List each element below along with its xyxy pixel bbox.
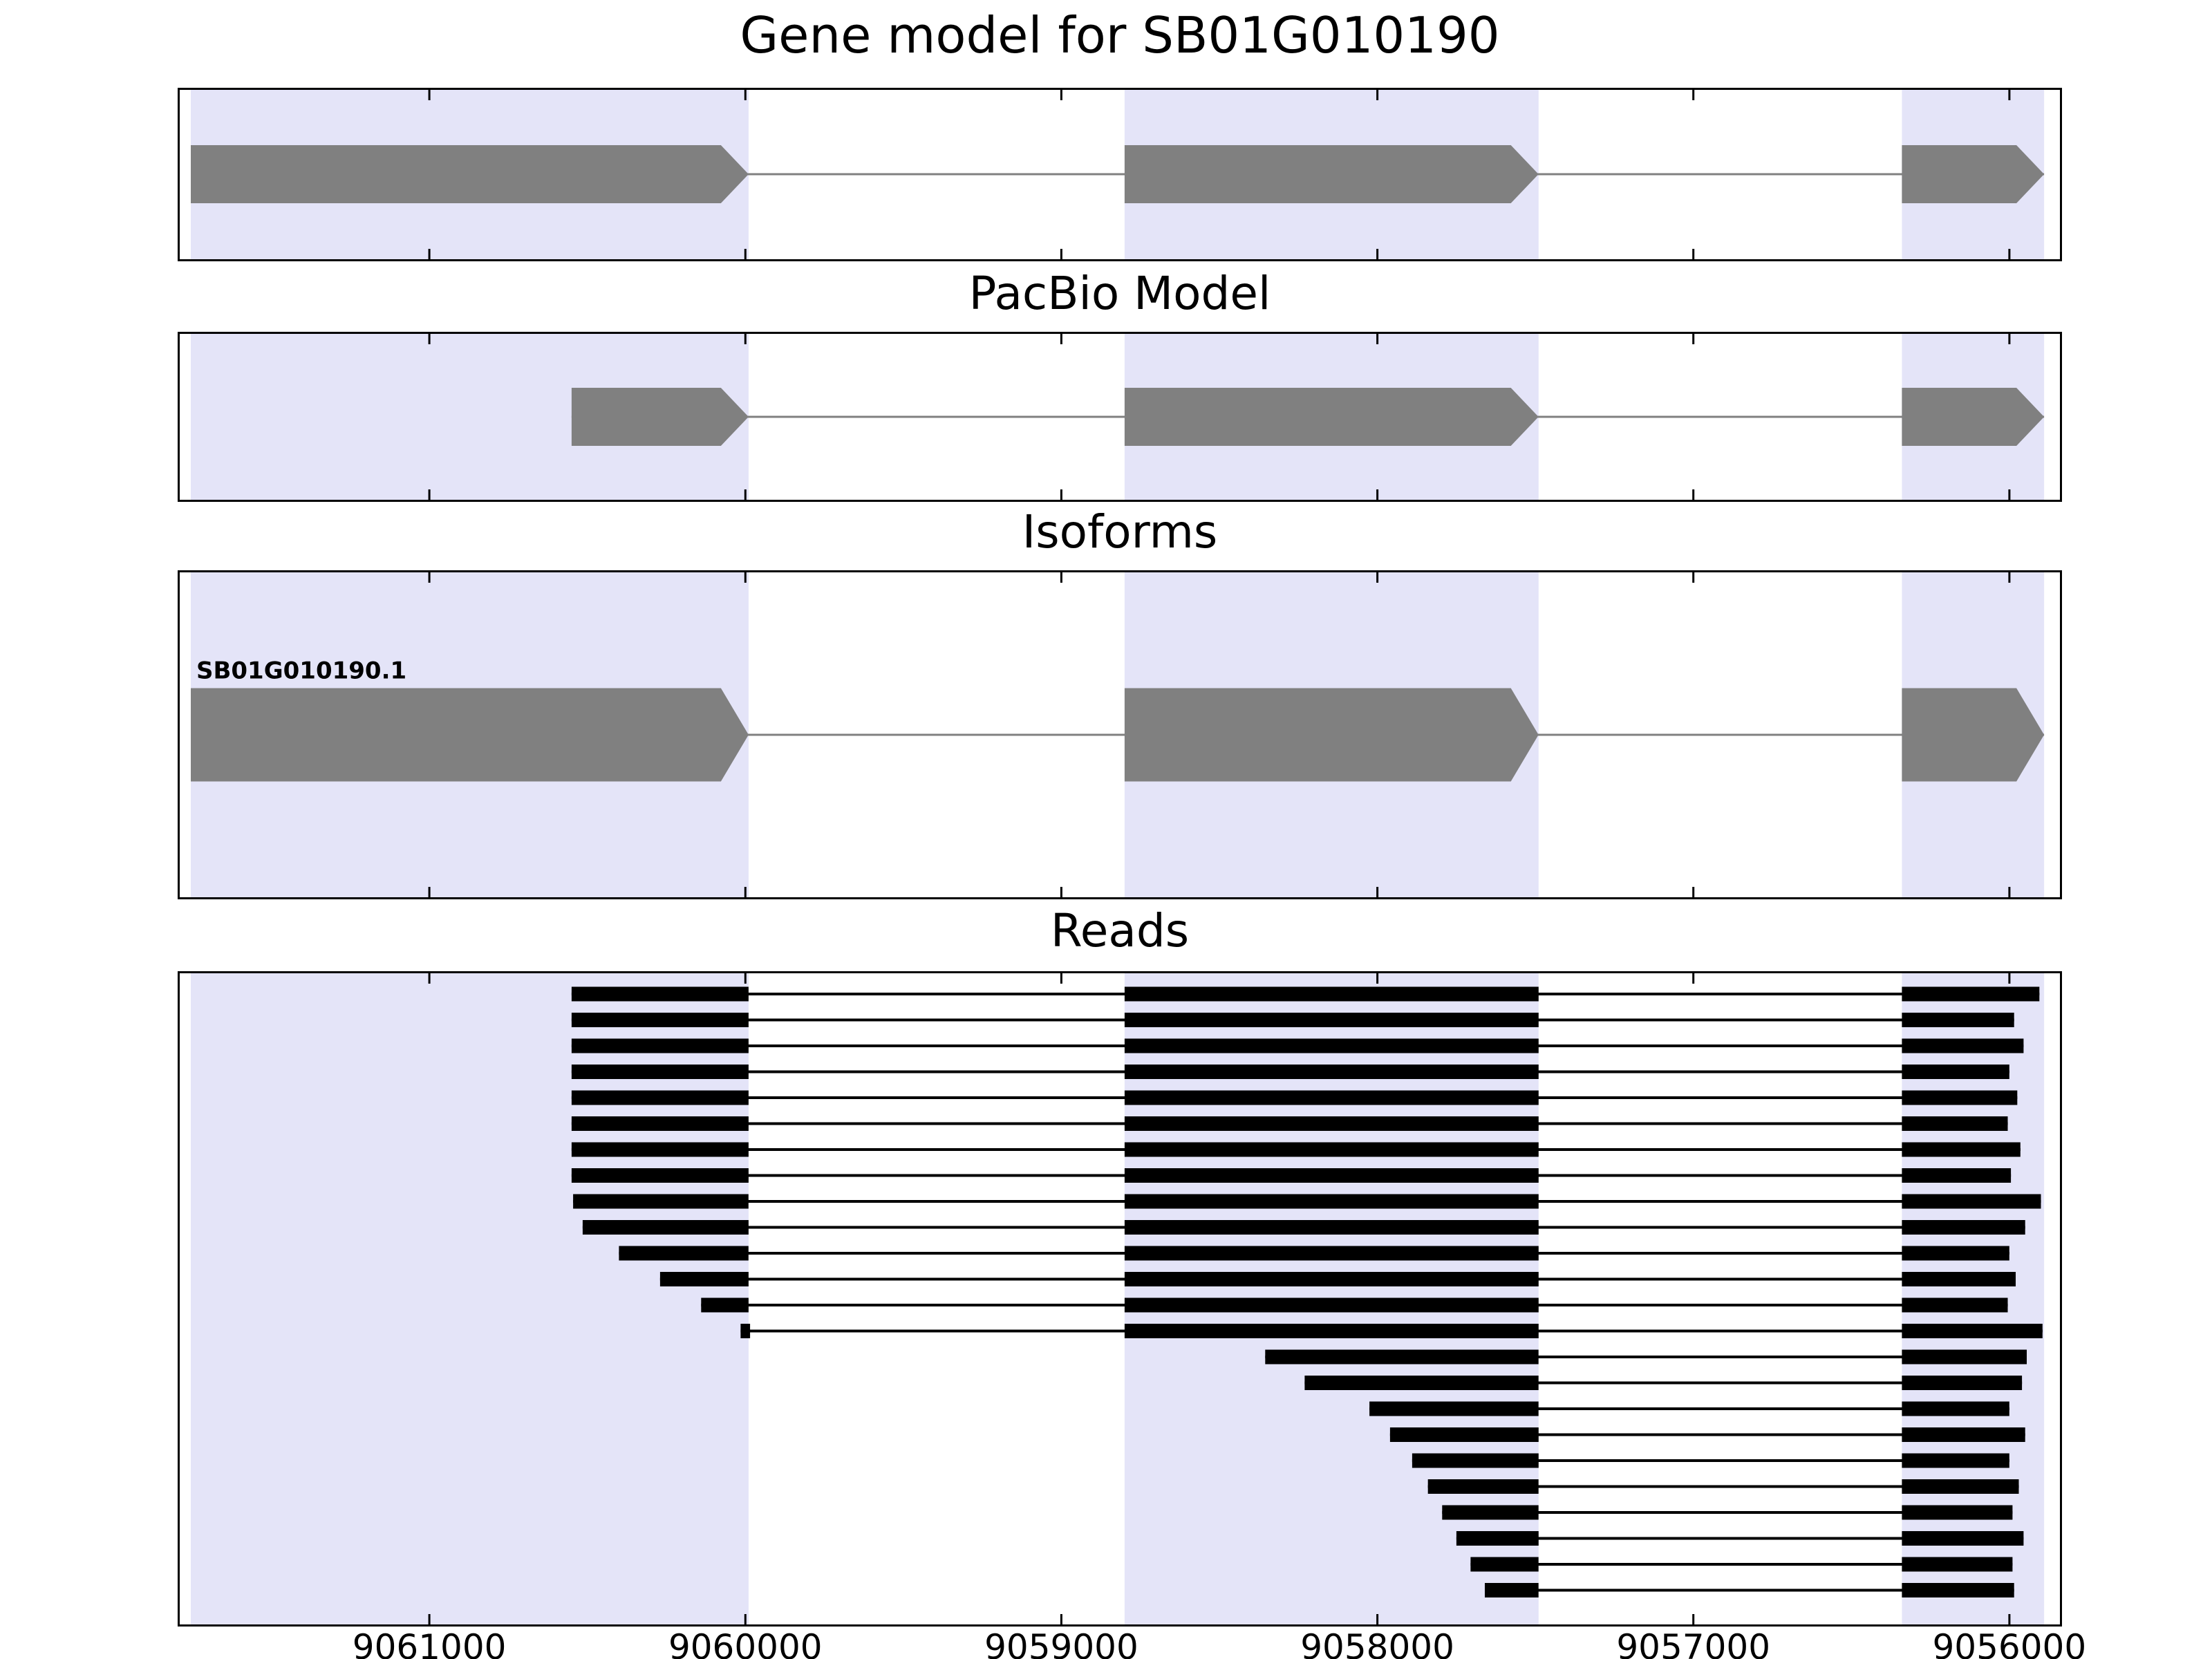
exon-block (1902, 388, 2045, 446)
isoforms-panel-title: Isoforms (1022, 505, 1218, 559)
read-block (571, 986, 749, 1002)
read-block (571, 1038, 749, 1053)
read-block (1124, 1272, 1539, 1286)
read-block (1902, 1349, 2027, 1365)
read-block (1124, 1142, 1539, 1157)
x-tick-label: 9061000 (352, 1627, 507, 1659)
pacbio-model-plot (191, 334, 2045, 500)
x-tick-label: 9057000 (1616, 1627, 1771, 1659)
read-block (1902, 1324, 2043, 1338)
read-block (1902, 1090, 2018, 1105)
read-block (1902, 1557, 2013, 1572)
pacbio-model-panel (178, 332, 2062, 502)
x-tick-label: 9060000 (668, 1627, 823, 1659)
read-block (1902, 1220, 2025, 1235)
figure-title: Gene model for SB01G010190 (740, 6, 1500, 64)
exon-block (191, 688, 749, 782)
read-block (1369, 1401, 1539, 1416)
exon-block (1124, 388, 1539, 446)
read-block (1412, 1453, 1539, 1468)
read-block (1389, 1427, 1539, 1442)
read-block (1902, 1168, 2012, 1183)
read-block (1124, 1013, 1539, 1027)
x-tick-label: 9059000 (984, 1627, 1138, 1659)
read-block (1124, 1246, 1539, 1261)
read-block (1470, 1557, 1539, 1572)
exon-block (1124, 145, 1539, 203)
read-block (1902, 1116, 2008, 1131)
read-block (1124, 986, 1539, 1002)
read-block (571, 1090, 749, 1105)
read-block (1124, 1168, 1539, 1183)
read-block (1442, 1505, 1539, 1520)
read-block (1265, 1349, 1539, 1365)
read-block (1124, 1116, 1539, 1131)
x-tick-label: 9056000 (1932, 1627, 2087, 1659)
read-block (740, 1324, 751, 1338)
read-block (1304, 1376, 1539, 1390)
read-block (1124, 1297, 1539, 1313)
read-block (659, 1272, 749, 1286)
gene-model-panel (178, 88, 2062, 261)
read-block (573, 1194, 749, 1209)
gene-model-plot (191, 90, 2045, 259)
read-block (1902, 1453, 2009, 1468)
isoforms-panel: SB01G010190.1 (178, 570, 2062, 899)
read-block (1902, 1479, 2019, 1494)
read-block (1124, 1324, 1539, 1338)
read-block (1902, 986, 2040, 1002)
pacbio-panel-title: PacBio Model (968, 267, 1271, 320)
read-block (1456, 1531, 1539, 1546)
read-block (1902, 1376, 2023, 1390)
read-block (571, 1116, 749, 1131)
exon-block (1124, 688, 1539, 782)
read-block (1124, 1090, 1539, 1105)
read-block (1902, 1531, 2024, 1546)
read-block (1902, 1272, 2016, 1286)
read-block (701, 1297, 749, 1313)
read-block (1902, 1013, 2014, 1027)
read-block (1902, 1246, 2009, 1261)
read-block (1902, 1194, 2041, 1209)
isoforms-plot: SB01G010190.1 (191, 572, 2045, 897)
read-block (1485, 1583, 1539, 1597)
read-block (1902, 1038, 2024, 1053)
reads-plot (191, 973, 2045, 1624)
x-tick-label: 9058000 (1300, 1627, 1454, 1659)
read-block (1902, 1427, 2025, 1442)
read-block (1902, 1142, 2021, 1157)
reads-panel-title: Reads (1050, 904, 1190, 957)
read-block (619, 1246, 749, 1261)
read-block (582, 1220, 749, 1235)
read-block (571, 1168, 749, 1183)
exon-block (191, 145, 749, 203)
read-block (1427, 1479, 1539, 1494)
read-block (1124, 1038, 1539, 1053)
read-block (1902, 1583, 2014, 1597)
exon-shade-band (191, 973, 749, 1624)
read-block (1124, 1194, 1539, 1209)
read-block (1902, 1297, 2008, 1313)
exon-block (1902, 145, 2045, 203)
read-block (571, 1065, 749, 1079)
read-block (571, 1013, 749, 1027)
read-block (1902, 1505, 2013, 1520)
read-block (1902, 1401, 2009, 1416)
read-block (571, 1142, 749, 1157)
read-block (1124, 1065, 1539, 1079)
read-block (1902, 1065, 2009, 1079)
exon-block (571, 388, 749, 446)
read-block (1124, 1220, 1539, 1235)
reads-panel (178, 971, 2062, 1627)
isoform-label: SB01G010190.1 (196, 657, 406, 685)
exon-block (1902, 688, 2045, 782)
